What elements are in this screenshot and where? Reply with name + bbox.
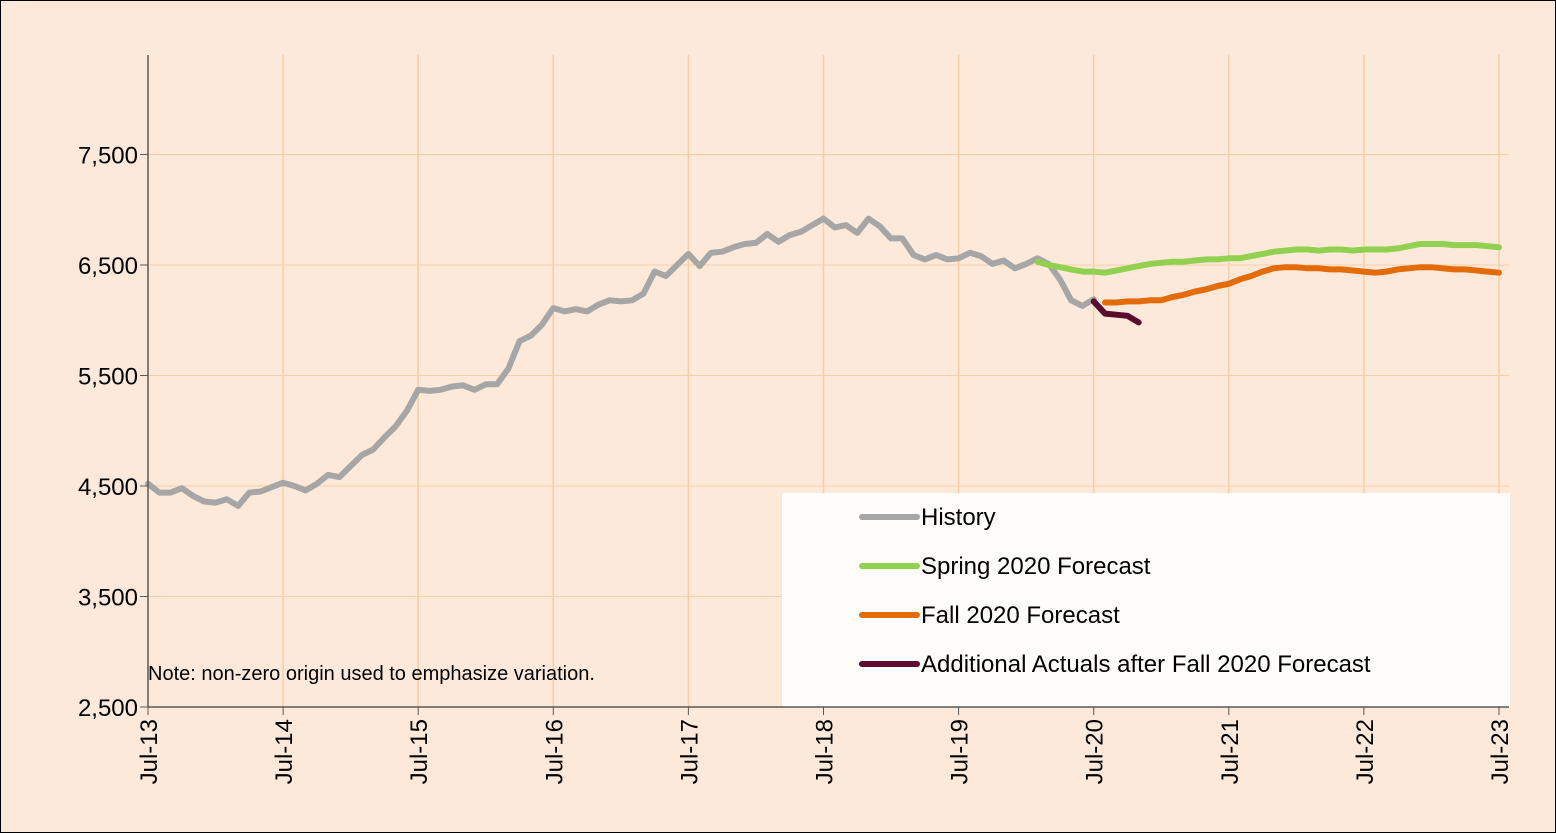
y-tick-label: 4,500	[78, 474, 138, 501]
x-tick-label: Jul-13	[136, 719, 163, 784]
legend-label: Fall 2020 Forecast	[921, 602, 1120, 629]
plot	[145, 215, 1502, 509]
legend-label: Spring 2020 Forecast	[921, 553, 1151, 580]
x-tick-label: Jul-18	[812, 719, 839, 784]
x-tick-label: Jul-15	[406, 719, 433, 784]
x-tick-label: Jul-20	[1082, 719, 1109, 784]
x-tick-label: Jul-19	[947, 719, 974, 784]
x-tick-label: Jul-16	[541, 719, 568, 784]
x-tick-label: Jul-17	[676, 719, 703, 784]
series-line	[1034, 241, 1502, 276]
y-tick-label: 6,500	[78, 253, 138, 280]
x-tick-label: Jul-22	[1352, 719, 1379, 784]
x-tick-label: Jul-14	[271, 719, 298, 784]
y-tick-label: 2,500	[78, 695, 138, 722]
y-tick-label: 3,500	[78, 584, 138, 611]
note: Note: non-zero origin used to emphasize …	[148, 663, 595, 685]
x-tick-label: Jul-21	[1217, 719, 1244, 784]
series-line	[1090, 298, 1142, 326]
y-tick-label: 5,500	[78, 363, 138, 390]
legend-label: Additional Actuals after Fall 2020 Forec…	[921, 651, 1371, 678]
series-line	[145, 215, 1097, 509]
legend-box	[782, 493, 1510, 707]
x-tick-label: Jul-23	[1487, 719, 1514, 784]
series-line	[1102, 264, 1502, 306]
y-tick-label: 7,500	[78, 142, 138, 169]
legend-label: History	[921, 504, 996, 531]
